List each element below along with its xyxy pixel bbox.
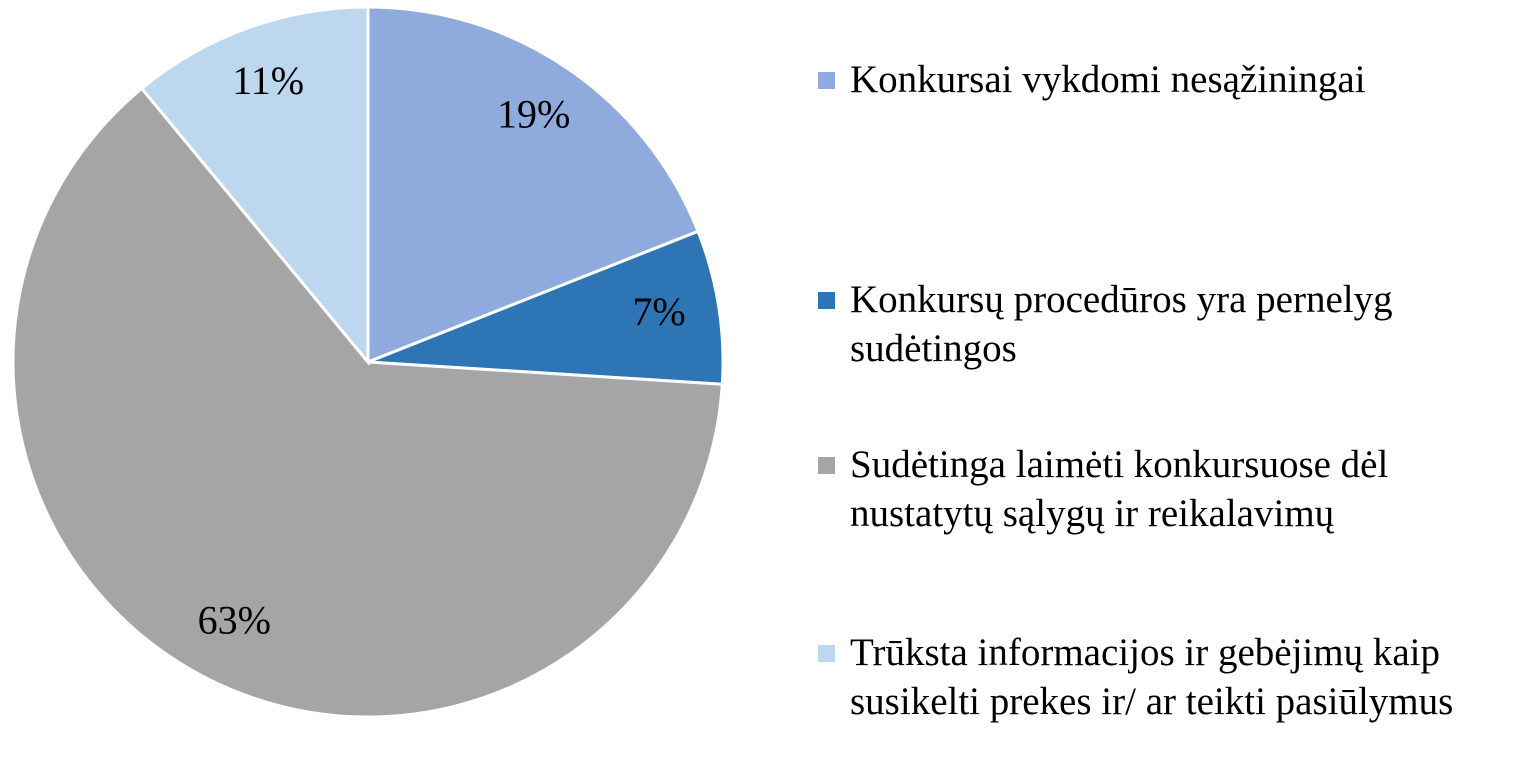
pie-slice bbox=[367, 229, 725, 386]
data-label: 7% bbox=[632, 289, 685, 334]
legend-label: Konkursai vykdomi nesąžiningai bbox=[850, 58, 1366, 101]
chart: 19% 7% 63% 11% bbox=[11, 5, 725, 719]
legend-label: Sudėtinga laimėti konkursuose dėl nustat… bbox=[850, 443, 1389, 535]
data-label: 63% bbox=[198, 598, 271, 643]
pie-slice bbox=[139, 5, 370, 367]
legend-swatch bbox=[818, 645, 835, 662]
data-label: 19% bbox=[497, 91, 570, 136]
legend-swatch bbox=[818, 72, 835, 89]
legend-swatch bbox=[818, 292, 835, 309]
pie-slice bbox=[366, 5, 701, 365]
legend-label: Konkursų procedūros yra pernelyg sudėtin… bbox=[850, 278, 1393, 370]
legend-swatch bbox=[818, 457, 835, 474]
pie-slice bbox=[11, 86, 724, 719]
legend-label: Trūksta informacijos ir gebėjimų kaip su… bbox=[850, 631, 1454, 723]
data-label: 11% bbox=[232, 58, 304, 103]
